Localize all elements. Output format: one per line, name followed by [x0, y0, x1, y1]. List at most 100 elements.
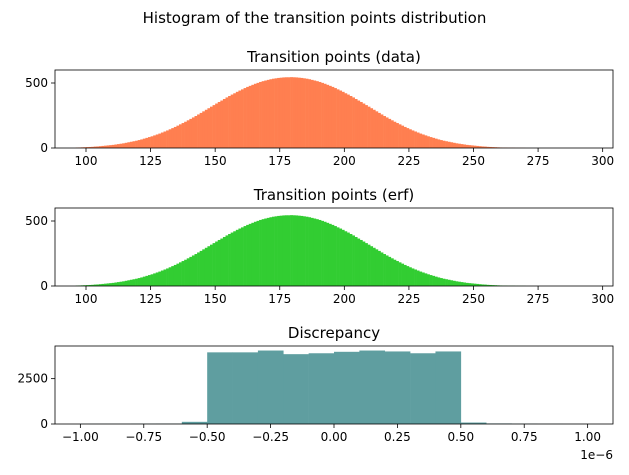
histogram-bar [396, 261, 399, 286]
histogram-bar [197, 252, 200, 286]
histogram-bar [158, 133, 162, 148]
histogram-bar [184, 121, 188, 148]
histogram-bar [385, 117, 389, 148]
histogram-bar [171, 266, 175, 286]
histogram-bar [233, 93, 237, 148]
x-tick-label: 300 [591, 292, 614, 306]
x-tick-label: 0.75 [511, 430, 538, 444]
x-tick-label: 200 [333, 292, 356, 306]
histogram-bar [362, 103, 366, 148]
histogram-bar [150, 136, 154, 148]
x-tick-label: 175 [268, 154, 291, 168]
histogram-bar [450, 280, 454, 286]
histogram-bar [359, 239, 363, 286]
histogram-bar [419, 271, 423, 286]
histogram-bar [308, 353, 335, 424]
histogram-bar [403, 264, 407, 286]
histogram-bar [129, 141, 133, 148]
histogram-bar [352, 97, 355, 148]
histogram-bar [305, 216, 309, 286]
histogram-bar [295, 215, 299, 286]
histogram-bar [346, 232, 350, 286]
histogram-bar [476, 145, 479, 148]
histogram-bar [168, 129, 172, 148]
histogram-bar [470, 145, 474, 148]
histogram-bar [129, 279, 133, 286]
histogram-bar [331, 86, 335, 148]
histogram-bar [282, 77, 286, 148]
histogram-bar [354, 236, 358, 286]
histogram-bar [272, 216, 275, 286]
histogram-bar [452, 280, 456, 286]
x-tick-label: 300 [591, 154, 614, 168]
histogram-bar [300, 77, 304, 148]
histogram-bar [117, 144, 120, 148]
histogram-bar [486, 284, 490, 286]
histogram-bar [310, 217, 314, 286]
histogram-bar [122, 281, 126, 286]
histogram-bar [365, 243, 368, 286]
histogram-bar [447, 279, 451, 286]
histogram-bar [491, 147, 495, 148]
histogram-bar [122, 143, 126, 148]
histogram-bar [481, 146, 485, 148]
histogram-bar [181, 421, 208, 424]
histogram-bar [166, 130, 169, 148]
histogram-bar [481, 284, 485, 286]
histogram-bar [261, 219, 265, 286]
histogram-bar [384, 351, 411, 424]
histogram-bar [346, 94, 350, 148]
histogram-bar [259, 219, 262, 286]
histogram-bar [460, 144, 464, 148]
histogram-bar [419, 133, 423, 148]
histogram-bar [191, 255, 195, 286]
histogram-bar [145, 137, 149, 148]
histogram-bar [166, 268, 169, 286]
histogram-bar [432, 275, 436, 286]
histogram-bar [238, 228, 242, 286]
histogram-bar [204, 247, 208, 286]
histogram-bar [483, 146, 487, 148]
histogram-bar [106, 283, 110, 286]
histogram-bar [388, 118, 392, 148]
histogram-bar [259, 81, 262, 148]
histogram-bar [339, 228, 343, 286]
histogram-bar [473, 283, 477, 286]
histogram-bar [334, 351, 360, 424]
histogram-bar [135, 140, 138, 148]
histogram-bar [334, 88, 337, 148]
histogram-bar [401, 263, 405, 286]
x-tick-label: 225 [397, 154, 420, 168]
histogram-bar [315, 219, 319, 286]
histogram-bar [88, 146, 92, 148]
histogram-bar [127, 142, 131, 148]
histogram-bar [248, 85, 252, 148]
histogram-bar [287, 77, 291, 148]
histogram-bar [326, 222, 330, 286]
histogram-bar [429, 275, 433, 286]
x-tick-label: 0.50 [447, 430, 474, 444]
histogram-bar [460, 282, 464, 286]
histogram-bar [204, 109, 208, 148]
histogram-bar [445, 141, 448, 148]
histogram-bar [383, 116, 386, 148]
histogram-bar [486, 146, 490, 148]
histogram-bar [269, 217, 273, 286]
histogram-bar [160, 270, 164, 286]
histogram-bar [284, 77, 288, 148]
histogram-bar [468, 283, 472, 286]
histogram-bar [228, 96, 231, 148]
histogram-bar [372, 247, 376, 286]
x-tick-label: 0.25 [384, 430, 411, 444]
y-tick-label: 0 [40, 141, 48, 155]
histogram-bar [155, 272, 159, 286]
histogram-bar [476, 283, 479, 286]
histogram-bar [135, 278, 138, 286]
histogram-bar [393, 121, 397, 148]
subplot-data: Transition points (data) 100 125 150 175 200 2… [25, 48, 614, 168]
histogram-bar [91, 146, 95, 148]
histogram-bar [442, 278, 446, 286]
histogram-bar [153, 273, 157, 286]
y-tick-label: 500 [25, 214, 48, 228]
